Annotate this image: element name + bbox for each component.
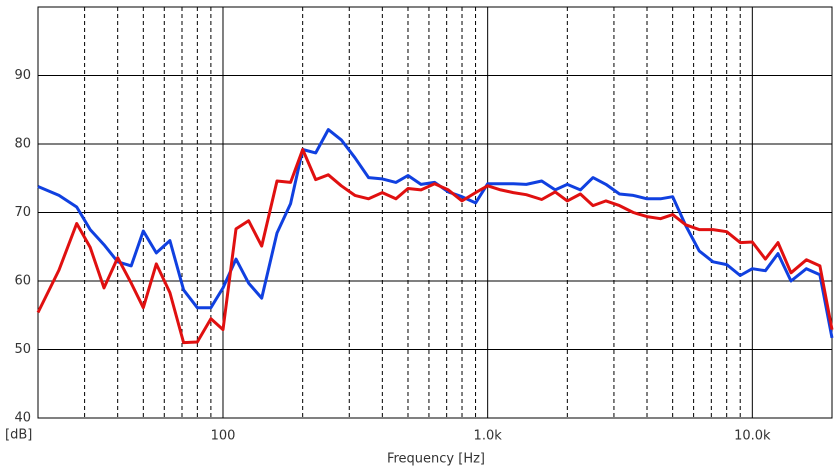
- y-tick-label: 80: [14, 137, 31, 152]
- y-tick-label: 40: [14, 411, 31, 426]
- series-line: [36, 148, 834, 345]
- y-tick-label: 50: [14, 342, 31, 357]
- y-tick-label: 60: [14, 274, 31, 289]
- y-axis-label: [dB]: [5, 428, 32, 443]
- series-line: [37, 128, 834, 339]
- x-tick-label: 1.0k: [474, 429, 503, 444]
- y-tick-label: 90: [14, 68, 31, 83]
- y-tick-label: 70: [14, 205, 31, 220]
- plot-frame: [37, 6, 833, 419]
- x-axis-label: Frequency [Hz]: [387, 452, 485, 467]
- x-tick-label: 100: [211, 429, 236, 444]
- x-tick-label: 10.0k: [734, 429, 771, 444]
